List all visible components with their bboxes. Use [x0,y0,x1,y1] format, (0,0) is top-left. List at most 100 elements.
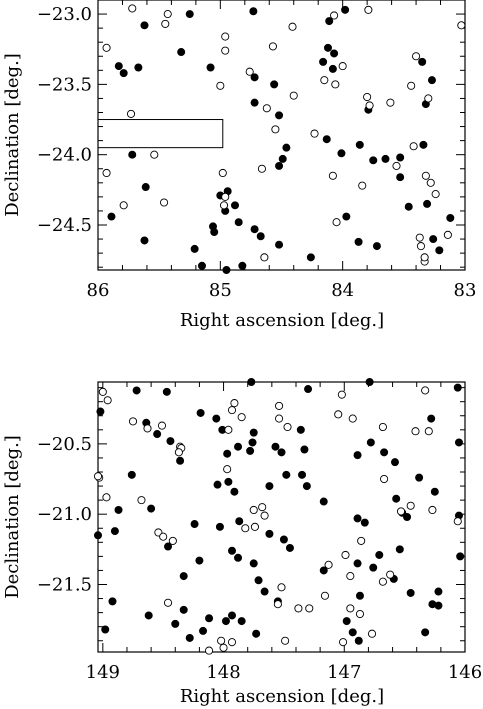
panel-top: 86 85 84 83 −23.0 −23.5 −24.0 −24.5 Right ascen… [2,0,476,331]
x-tick-label: 146 [448,662,482,683]
open-point [260,511,269,520]
filled-point [265,529,274,538]
y-tick-label: −23.0 [37,4,92,25]
filled-point [222,265,231,274]
open-point [409,142,418,151]
filled-point [418,57,427,66]
filled-point [164,542,173,551]
filled-point [277,448,286,457]
filled-point [107,212,116,221]
filled-point [132,386,141,395]
open-point [310,129,319,138]
filled-point [195,556,204,565]
filled-point [456,552,465,561]
filled-point [119,69,128,78]
y-tick-label: −20.5 [37,434,92,455]
filled-point [278,154,287,163]
open-point [364,5,373,14]
open-point [363,92,372,102]
open-point [334,410,343,419]
filled-point [434,601,443,610]
open-point [421,386,430,395]
filled-point [179,605,188,614]
filled-point [234,218,243,227]
open-point [453,517,462,526]
filled-point [341,5,350,14]
ticks-bottom: 149 148 147 146 −20.5 −21.0 −21.5 [37,382,482,683]
filled-point [325,17,334,26]
open-point [221,192,230,201]
open-point [126,109,136,118]
open-point [168,536,177,545]
filled-point [179,572,188,581]
filled-point [134,63,143,72]
x-tick-label: 148 [206,662,240,683]
filled-point [304,385,313,394]
filled-point [403,513,412,522]
filled-point [454,438,463,447]
open-point [283,422,292,432]
open-point [128,417,138,426]
open-point [320,591,330,600]
plot-frame-bottom [97,381,466,653]
open-point [150,150,159,159]
filled-point [230,487,239,496]
filled-point [406,588,415,597]
filled-point [254,576,263,585]
filled-point [228,611,237,620]
filled-point [101,625,110,634]
filled-point [369,563,378,572]
open-point [289,91,298,100]
open-point [328,171,337,180]
annotation-box-group [97,119,224,149]
filled-point [353,559,362,568]
open-point [157,421,167,430]
y-tick-label: −21.0 [37,504,92,525]
x-tick-label: 83 [454,280,477,301]
filled-point [249,428,258,437]
x-axis-title-bottom: Right ascension [deg.] [180,686,384,707]
open-point [103,396,112,405]
open-point [357,536,366,545]
filled-point [419,140,428,149]
open-point [281,636,290,645]
open-point [161,19,170,28]
filled-point [140,236,149,245]
open-point [338,62,347,71]
open-point [230,399,239,408]
filled-point [396,173,405,182]
open-point [421,171,430,180]
filled-point [279,535,288,544]
filled-point [153,430,162,439]
filled-point [162,387,171,396]
filled-point [396,153,405,162]
filled-point [323,43,332,52]
open-point [288,22,297,31]
filled-point [355,591,364,600]
open-point [367,629,377,638]
filled-point [114,62,123,71]
open-point [219,643,228,652]
filled-point [423,199,432,208]
open-point [378,577,387,586]
filled-point [223,449,232,458]
x-tick-label: 149 [86,662,120,683]
y-axis-title-bottom: Declination [deg.] [2,435,23,599]
filled-point [296,425,305,434]
open-point [241,524,250,533]
open-point [257,164,266,173]
filled-point [144,611,153,620]
open-point [250,522,259,531]
open-point [380,474,389,484]
open-point [102,168,111,178]
open-point [205,646,214,655]
filled-point [147,504,156,513]
open-point [273,600,282,609]
open-point [218,168,227,178]
x-tick-label: 85 [209,280,232,301]
y-axis-title-top: Declination [deg.] [2,53,23,217]
open-point [249,505,258,515]
filled-point [366,438,375,447]
filled-point [185,633,194,642]
